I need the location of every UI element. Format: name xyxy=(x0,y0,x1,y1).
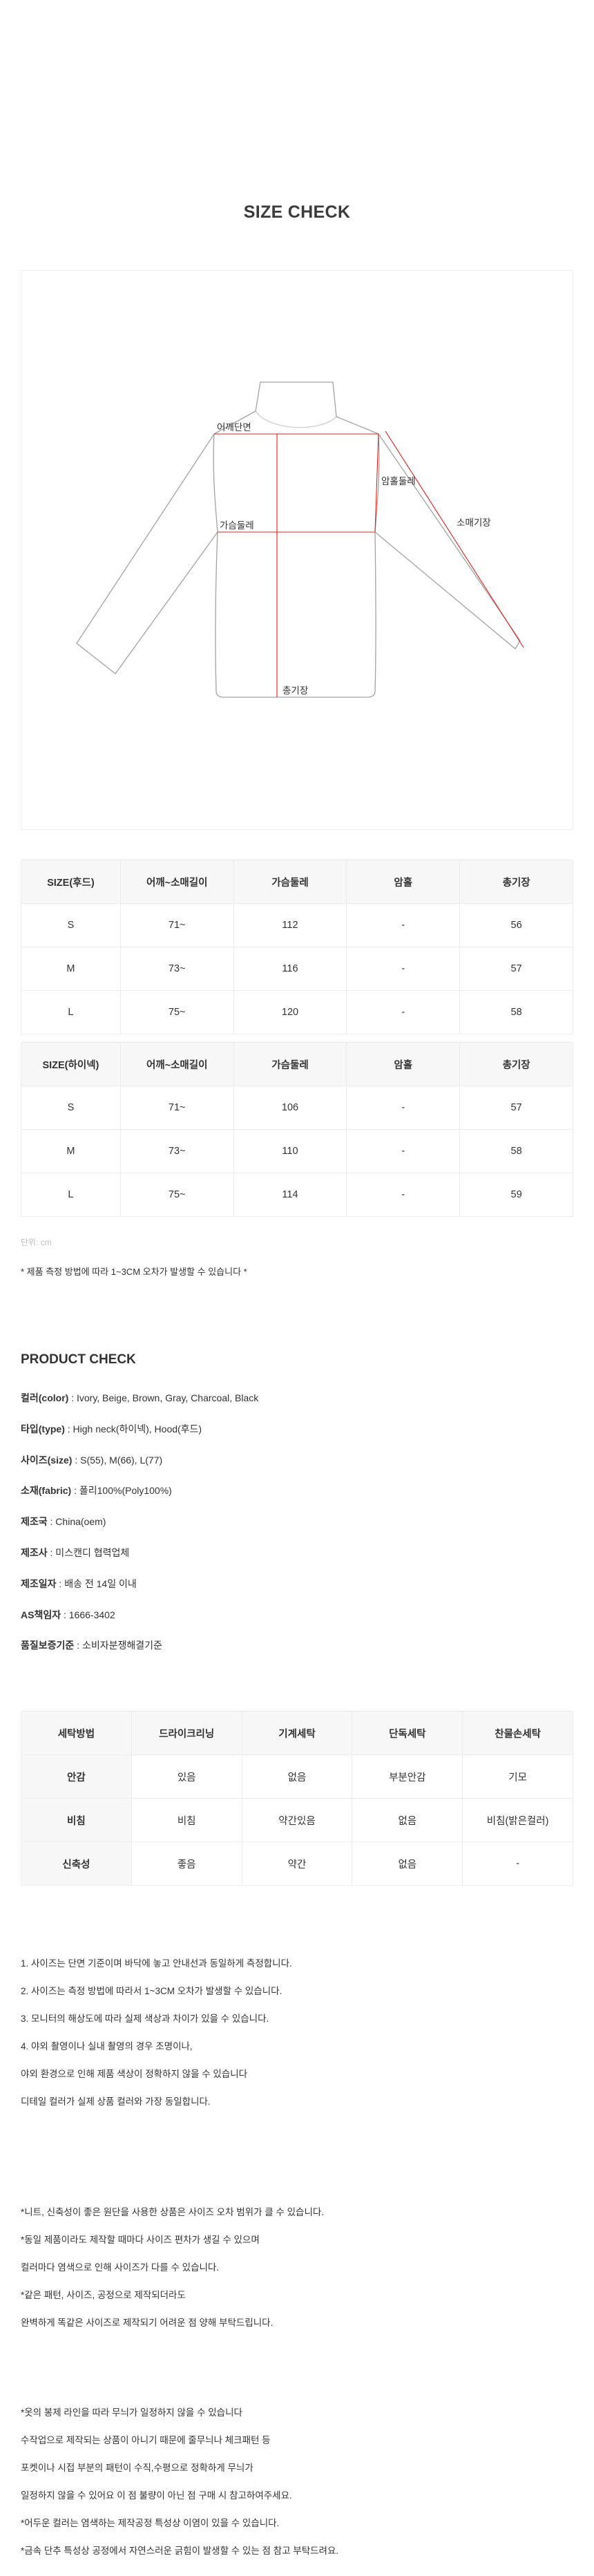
svg-text:어깨단면: 어깨단면 xyxy=(217,422,251,433)
svg-text:가슴둘레: 가슴둘레 xyxy=(220,520,254,531)
svg-text:암홀둘레: 암홀둘레 xyxy=(381,476,416,486)
svg-text:총기장: 총기장 xyxy=(282,685,308,696)
svg-text:소매기장: 소매기장 xyxy=(457,518,491,528)
